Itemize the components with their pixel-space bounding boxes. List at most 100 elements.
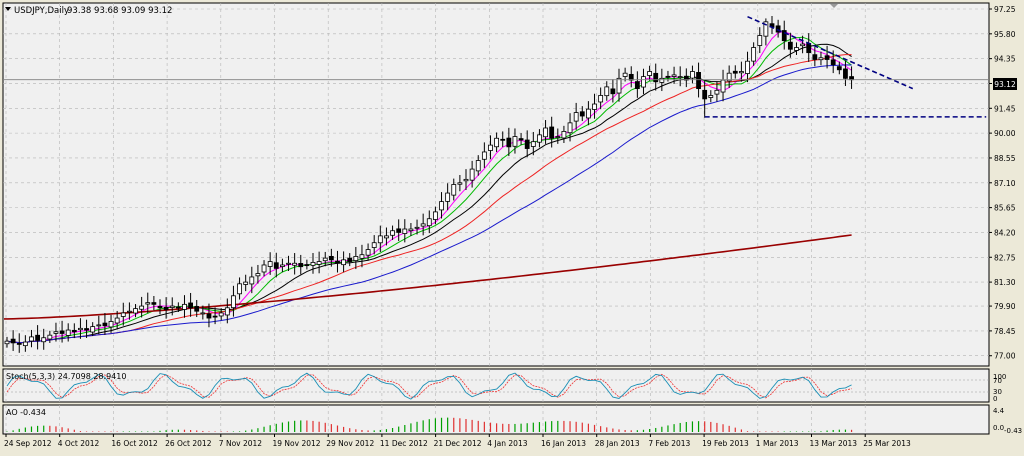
candle	[151, 295, 157, 311]
candle	[237, 277, 242, 300]
trendlines[interactable]	[3, 15, 989, 118]
candle	[108, 314, 114, 333]
candle	[745, 51, 750, 83]
candle	[439, 192, 444, 219]
candle	[127, 302, 132, 320]
candle	[641, 68, 646, 95]
candle	[359, 244, 365, 268]
candle	[218, 308, 224, 321]
ao-level-top: 4.4	[993, 407, 1005, 415]
candle	[292, 253, 298, 275]
stochastic-panel[interactable]	[2, 368, 990, 403]
candle	[518, 133, 524, 145]
ma-line-200	[4, 234, 852, 320]
price-tick-label: 87.10	[994, 179, 1016, 188]
date-tick-label: 4 Jan 2013	[487, 439, 527, 448]
date-tick-label: 16 Oct 2012	[111, 439, 158, 448]
date-tick-label: 26 Oct 2012	[165, 439, 212, 448]
candle	[145, 292, 151, 314]
date-tick-label: 13 Mar 2013	[810, 439, 858, 448]
candle	[29, 329, 34, 348]
price-tick-label: 90.00	[994, 129, 1016, 138]
candle	[139, 296, 145, 318]
candle	[335, 250, 340, 273]
shift-marker-icon[interactable]	[830, 4, 838, 8]
candle	[739, 61, 744, 82]
candle	[671, 66, 677, 84]
candle	[714, 82, 720, 102]
candle	[573, 102, 579, 130]
trendline[interactable]	[747, 15, 914, 90]
candle	[818, 51, 824, 66]
candle	[622, 67, 628, 82]
candle	[781, 20, 787, 50]
candle	[224, 298, 230, 324]
candle	[414, 219, 420, 235]
candle	[836, 61, 842, 75]
candle	[65, 323, 71, 342]
candle	[647, 65, 652, 81]
ao-histogram	[6, 417, 853, 432]
candle	[4, 336, 10, 348]
candle	[432, 206, 438, 225]
candle	[347, 253, 353, 267]
candle	[457, 174, 463, 192]
price-tick-label: 94.35	[994, 55, 1016, 64]
price-tick-label: 82.75	[994, 253, 1016, 262]
candle	[71, 323, 77, 339]
date-tick-label: 25 Mar 2013	[863, 439, 911, 448]
ma-line-34	[6, 64, 852, 344]
candle	[157, 299, 163, 315]
price-tick-label: 85.65	[994, 204, 1016, 213]
candle	[787, 32, 793, 58]
candle	[677, 66, 683, 87]
price-tick-label: 91.45	[994, 104, 1016, 113]
candle	[206, 303, 212, 328]
date-tick-label: 21 Dec 2012	[434, 439, 482, 448]
candle	[500, 131, 506, 148]
candle	[579, 106, 585, 122]
candle	[90, 322, 96, 337]
date-tick-label: 16 Jan 2013	[541, 439, 586, 448]
date-tick-label: 4 Oct 2012	[58, 439, 100, 448]
candle	[426, 210, 432, 234]
candle	[243, 274, 249, 292]
ao-level-zero: 0.0	[993, 424, 1004, 432]
candle	[255, 264, 261, 284]
current-price-badge	[993, 78, 1017, 90]
candle	[549, 116, 555, 148]
candle	[35, 325, 40, 350]
candle	[22, 335, 28, 352]
date-tick-label: 28 Jan 2013	[595, 439, 640, 448]
candle	[616, 68, 622, 102]
candle	[231, 285, 236, 317]
candle	[120, 302, 126, 326]
dropdown-arrow-icon[interactable]	[5, 7, 11, 11]
date-tick-label: 7 Feb 2013	[648, 439, 690, 448]
price-tick-label: 97.25	[994, 5, 1016, 14]
candle	[543, 120, 548, 144]
date-tick-label: 24 Sep 2012	[4, 439, 52, 448]
candle	[494, 132, 500, 152]
candle	[371, 235, 377, 255]
candle	[133, 304, 138, 318]
date-tick-label: 19 Feb 2013	[702, 439, 749, 448]
candle	[47, 330, 53, 343]
candle	[561, 125, 567, 143]
ao-level-current: -0.43	[1004, 427, 1022, 435]
current-price-text: 93.12	[994, 80, 1016, 89]
candle	[586, 101, 591, 126]
candle	[763, 18, 769, 46]
candle	[353, 246, 359, 270]
candle	[200, 305, 206, 320]
stoch-level-30: 30	[993, 388, 1002, 396]
candle	[537, 129, 542, 148]
candle	[273, 252, 279, 278]
price-tick-label: 78.45	[994, 327, 1016, 336]
candle	[328, 248, 334, 267]
candle	[402, 219, 408, 243]
candle	[445, 183, 451, 211]
candle	[530, 131, 536, 156]
